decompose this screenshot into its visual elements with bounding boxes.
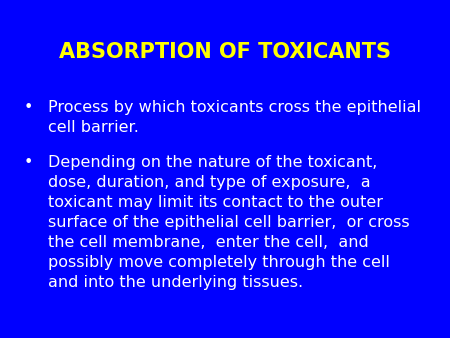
Text: toxicant may limit its contact to the outer: toxicant may limit its contact to the ou… [48, 195, 383, 210]
Text: •: • [23, 155, 33, 170]
Text: ABSORPTION OF TOXICANTS: ABSORPTION OF TOXICANTS [59, 42, 391, 62]
Text: and into the underlying tissues.: and into the underlying tissues. [48, 275, 303, 290]
Text: surface of the epithelial cell barrier,  or cross: surface of the epithelial cell barrier, … [48, 215, 410, 230]
Text: Process by which toxicants cross the epithelial: Process by which toxicants cross the epi… [48, 100, 421, 115]
Text: Depending on the nature of the toxicant,: Depending on the nature of the toxicant, [48, 155, 378, 170]
Text: •: • [23, 100, 33, 115]
Text: the cell membrane,  enter the cell,  and: the cell membrane, enter the cell, and [48, 235, 369, 250]
Text: dose, duration, and type of exposure,  a: dose, duration, and type of exposure, a [48, 175, 371, 190]
Text: cell barrier.: cell barrier. [48, 120, 139, 135]
Text: possibly move completely through the cell: possibly move completely through the cel… [48, 255, 390, 270]
